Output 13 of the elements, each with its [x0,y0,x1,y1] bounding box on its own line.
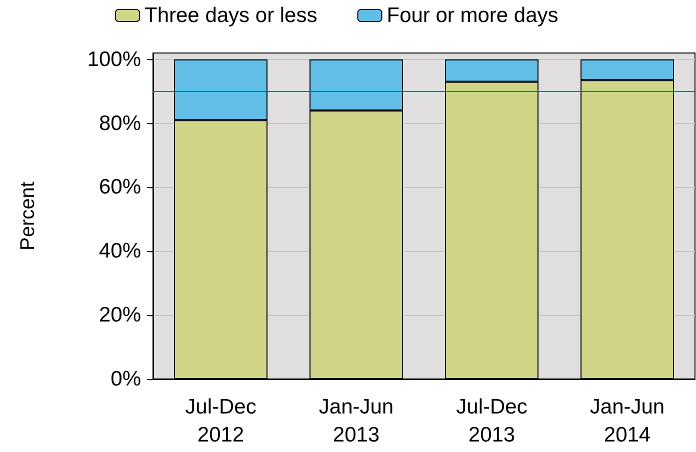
y-tick-label: 100% [87,48,141,71]
y-tick-label: 0% [110,368,141,390]
legend-label: Three days or less [144,4,318,27]
y-tick-label: 20% [98,304,141,327]
y-tick-label: 80% [98,112,141,135]
legend-label: Four or more days [386,4,558,27]
y-tick-label: 40% [98,240,141,263]
x-tick-label: Jul-Dec 2012 [185,396,256,446]
x-tick-label: Jan-Jun 2014 [590,396,665,446]
x-tick-label: Jan-Jun 2013 [318,396,394,446]
y-axis-title: Percent [17,181,39,250]
y-tick-label: 60% [98,176,141,199]
x-tick-label: Jul-Dec 2013 [456,396,528,446]
